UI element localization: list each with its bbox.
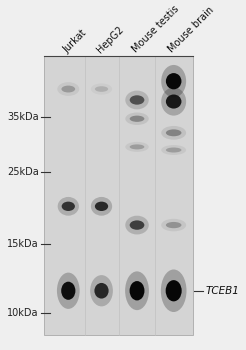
Ellipse shape — [62, 86, 75, 92]
Ellipse shape — [130, 220, 144, 230]
Ellipse shape — [61, 282, 75, 300]
Ellipse shape — [125, 216, 149, 234]
Ellipse shape — [161, 219, 186, 231]
Text: Mouse brain: Mouse brain — [167, 5, 216, 55]
Ellipse shape — [57, 82, 79, 96]
Ellipse shape — [125, 271, 149, 310]
Ellipse shape — [161, 145, 186, 155]
Ellipse shape — [130, 145, 144, 149]
Ellipse shape — [161, 65, 186, 98]
Ellipse shape — [161, 88, 186, 116]
Ellipse shape — [125, 142, 149, 152]
Ellipse shape — [95, 86, 108, 92]
Ellipse shape — [166, 94, 182, 108]
Text: Jurkat: Jurkat — [61, 27, 89, 55]
Ellipse shape — [125, 112, 149, 125]
Text: 10kDa: 10kDa — [7, 308, 39, 318]
Ellipse shape — [58, 197, 79, 216]
Ellipse shape — [166, 73, 182, 89]
Text: HepG2: HepG2 — [94, 24, 125, 55]
Ellipse shape — [161, 126, 186, 140]
Ellipse shape — [166, 280, 182, 301]
Ellipse shape — [90, 275, 113, 306]
FancyBboxPatch shape — [44, 56, 193, 335]
Ellipse shape — [166, 147, 182, 153]
Ellipse shape — [166, 222, 182, 228]
Ellipse shape — [125, 91, 149, 109]
Ellipse shape — [91, 83, 112, 94]
Ellipse shape — [95, 202, 108, 211]
Text: TCEB1: TCEB1 — [206, 286, 240, 296]
Text: 35kDa: 35kDa — [7, 112, 39, 122]
Text: 15kDa: 15kDa — [7, 239, 39, 249]
Ellipse shape — [166, 130, 182, 136]
Ellipse shape — [161, 270, 186, 312]
Ellipse shape — [57, 273, 80, 309]
Ellipse shape — [62, 202, 75, 211]
Ellipse shape — [94, 283, 109, 299]
Text: Mouse testis: Mouse testis — [130, 4, 181, 55]
Ellipse shape — [130, 281, 144, 300]
Ellipse shape — [130, 95, 144, 105]
Ellipse shape — [91, 197, 112, 216]
Ellipse shape — [130, 116, 144, 122]
Text: 25kDa: 25kDa — [7, 167, 39, 177]
